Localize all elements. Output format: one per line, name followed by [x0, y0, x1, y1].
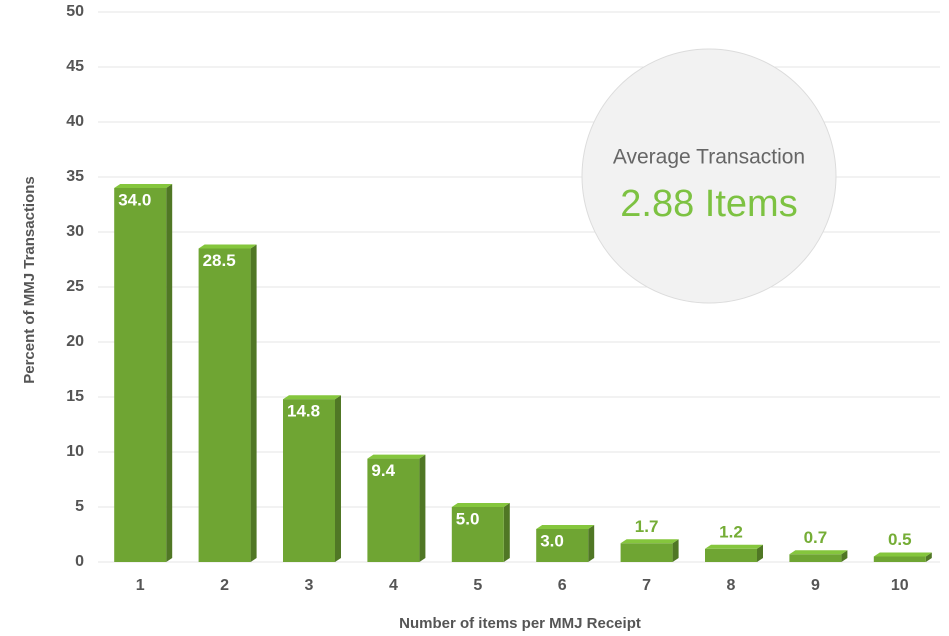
y-tick-label: 15 [66, 388, 84, 405]
y-tick-label: 35 [66, 168, 84, 185]
bar [283, 399, 335, 562]
bar [873, 556, 926, 562]
bar-side [250, 244, 257, 562]
bar-side [841, 550, 848, 562]
data-label: 1.7 [635, 517, 659, 536]
x-tick-label: 3 [305, 577, 314, 594]
annotation-bubble [581, 48, 837, 304]
bar-side [335, 395, 341, 562]
data-label: 0.7 [804, 528, 828, 547]
bar-top [198, 244, 257, 249]
x-tick-label: 6 [558, 577, 567, 594]
bar-side [588, 525, 595, 562]
bar [114, 188, 167, 562]
y-tick-label: 25 [66, 278, 84, 295]
bar [198, 248, 251, 562]
x-tick-label: 7 [642, 577, 651, 594]
y-tick-label: 0 [75, 553, 84, 570]
bar-top [536, 525, 595, 529]
data-label: 3.0 [540, 531, 564, 550]
data-label: 1.2 [719, 522, 743, 541]
bar-side [503, 503, 510, 562]
x-tick-label: 5 [473, 577, 482, 594]
x-tick-label: 1 [136, 577, 145, 594]
y-tick-label: 50 [66, 3, 84, 20]
data-label: 14.8 [287, 402, 320, 421]
y-axis-title: Percent of MMJ Transactions [21, 176, 38, 384]
bar [620, 543, 673, 562]
bar-side [672, 539, 679, 562]
x-tick-label: 8 [727, 577, 736, 594]
bar-top [705, 544, 763, 549]
data-label: 34.0 [118, 190, 151, 209]
bar [536, 529, 589, 562]
data-label: 28.5 [203, 251, 236, 270]
bar-side [166, 184, 173, 562]
bar-top [873, 552, 932, 557]
y-tick-label: 20 [66, 333, 84, 350]
bar-top [451, 503, 510, 507]
x-axis-title: Number of items per MMJ Receipt [399, 615, 641, 632]
x-tick-label: 9 [811, 577, 820, 594]
y-tick-label: 5 [75, 498, 84, 515]
bar-side [925, 552, 932, 562]
bar-top [789, 550, 848, 555]
bar-top [620, 539, 679, 544]
bar [705, 548, 757, 562]
bar-side [419, 454, 426, 562]
bar [451, 507, 504, 562]
bar-top [114, 184, 173, 188]
annotation-value: 2.88 Items [620, 183, 797, 225]
x-tick-label: 2 [220, 577, 229, 594]
x-tick-label: 10 [891, 577, 909, 594]
x-tick-label: 4 [389, 577, 398, 594]
annotation-label: Average Transaction [613, 146, 805, 169]
bar-top [367, 454, 426, 459]
bar-side [757, 544, 763, 562]
data-label: 5.0 [456, 509, 480, 528]
bar-top [283, 395, 341, 400]
bar [789, 554, 842, 562]
data-label: 0.5 [888, 530, 912, 549]
y-tick-label: 10 [66, 443, 84, 460]
bar [367, 458, 420, 562]
y-tick-label: 40 [66, 113, 84, 130]
data-label: 9.4 [371, 461, 395, 480]
y-tick-label: 30 [66, 223, 84, 240]
y-tick-label: 45 [66, 58, 84, 75]
